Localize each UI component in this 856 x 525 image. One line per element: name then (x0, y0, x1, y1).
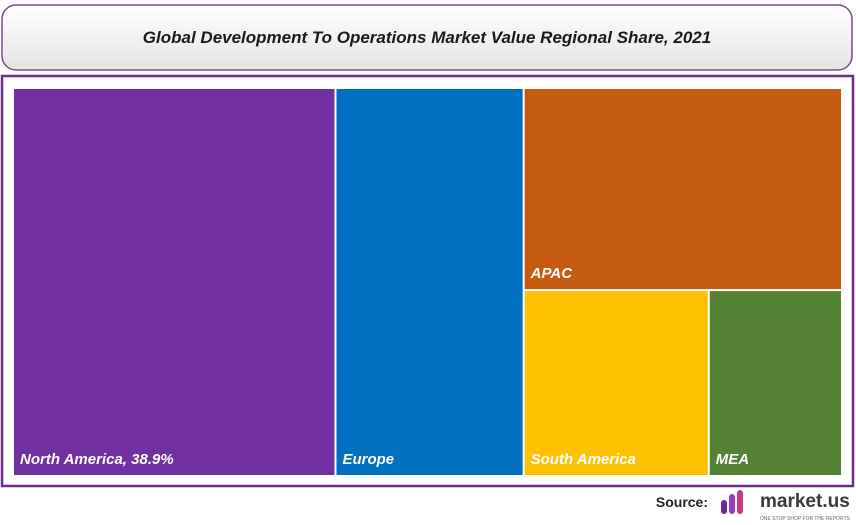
brand-name: market.us (760, 491, 850, 512)
logo-bar (737, 490, 743, 514)
logo-bar (721, 500, 727, 514)
treemap: North America, 38.9% Europe APAC South Amer… (14, 89, 841, 475)
tile-label: South America (531, 451, 636, 468)
tile-label: MEA (716, 451, 749, 468)
tile (524, 89, 841, 290)
source-label: Source: (656, 494, 708, 510)
brand-tagline: ONE STOP SHOP FOR THE REPORTS (760, 516, 851, 522)
tile (336, 89, 523, 475)
tile-label: North America, 38.9% (20, 451, 174, 468)
brand-logo: market.us ONE STOP SHOP FOR THE REPORTS (721, 490, 851, 522)
chart-title: Global Development To Operations Market … (143, 28, 711, 47)
tile-label: APAC (530, 265, 574, 282)
title-box (1, 4, 853, 71)
tile (14, 89, 335, 475)
tile (709, 291, 841, 475)
tile-label: Europe (342, 451, 394, 468)
logo-bar (729, 494, 735, 514)
tile (524, 291, 708, 475)
